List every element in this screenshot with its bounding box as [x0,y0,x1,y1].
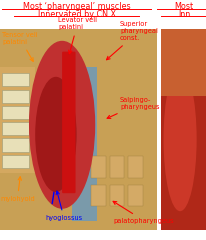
Bar [91,156,105,178]
Bar [2,73,29,86]
Text: Innervated by CN X: Innervated by CN X [37,10,115,19]
Bar [161,29,206,96]
Bar [161,29,206,230]
Ellipse shape [35,77,76,192]
Bar [2,138,29,152]
Bar [0,29,157,230]
Bar [128,185,142,206]
Text: Superior
pharyngeal
const.: Superior pharyngeal const. [106,21,157,60]
Bar [35,29,157,67]
Text: Tensor veli
palatini: Tensor veli palatini [2,32,37,61]
Bar [2,106,29,119]
Bar [2,155,29,168]
Text: Inn: Inn [177,10,190,19]
Text: Levator veli
palatini: Levator veli palatini [58,18,96,54]
Bar [91,185,105,206]
Bar [2,122,29,135]
Text: hyoglossus: hyoglossus [45,191,82,221]
Text: Salpingo-
pharyngeus: Salpingo- pharyngeus [107,97,159,118]
FancyBboxPatch shape [62,52,75,193]
Text: Most ‘pharyngeal’ muscles: Most ‘pharyngeal’ muscles [23,2,130,11]
Bar [2,90,29,103]
Text: mylohyoid: mylohyoid [0,177,35,202]
Bar [0,67,35,173]
Bar [109,185,124,206]
Bar [128,156,142,178]
Bar [109,156,124,178]
Text: palatopharyngeus: palatopharyngeus [112,201,174,224]
Ellipse shape [163,67,196,211]
Bar [72,43,97,221]
Ellipse shape [29,41,95,209]
Text: Most: Most [174,2,193,11]
